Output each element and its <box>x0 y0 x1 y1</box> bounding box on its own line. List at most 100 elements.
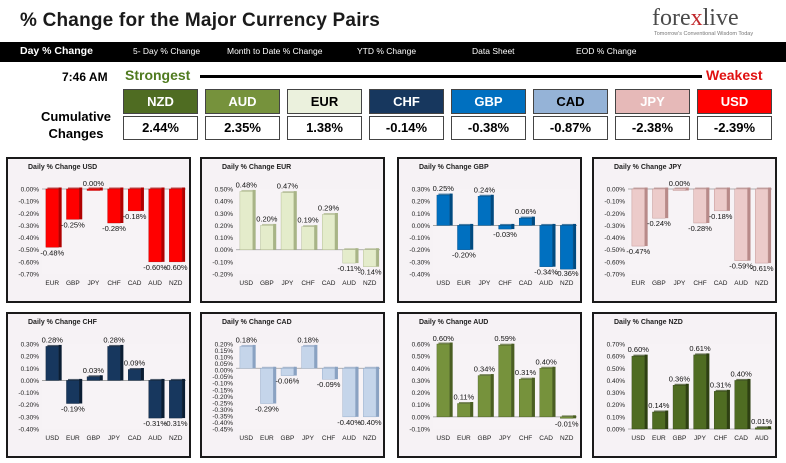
bar <box>260 225 274 250</box>
currency-box-eur: EUR 1.38% <box>287 89 362 140</box>
bar-top <box>479 194 493 197</box>
bar-top <box>520 377 534 380</box>
data-label: 0.00% <box>669 179 691 188</box>
bar <box>148 188 162 263</box>
currency-name: AUD <box>205 89 280 114</box>
bar-top <box>695 187 708 190</box>
y-tick-label: 0.10% <box>215 355 234 362</box>
header: % Change for the Major Currency Pairs fo… <box>0 0 786 42</box>
bar-side <box>140 187 144 211</box>
y-tick-label: 0.00% <box>412 223 431 230</box>
chart-title: Daily % Change CAD <box>222 319 292 326</box>
data-label: 0.11% <box>453 393 474 402</box>
page-title: % Change for the Major Currency Pairs <box>20 10 381 31</box>
y-tick-label: 0.10% <box>607 414 626 421</box>
bar-top <box>47 344 61 347</box>
data-label: -0.40% <box>337 418 361 427</box>
data-label: 0.61% <box>689 344 711 353</box>
logo-wordmark: forexlive <box>652 5 739 32</box>
currency-cumulative-value: -2.39% <box>697 116 772 140</box>
data-label: -0.34% <box>534 268 558 277</box>
chart-title: Daily % Change NZD <box>614 319 683 326</box>
y-tick-label: 0.10% <box>412 211 431 218</box>
currency-cumulative-value: 2.44% <box>123 116 198 140</box>
y-tick-label: -0.70% <box>18 272 39 279</box>
nav-5-day-change[interactable]: 5- Day % Change <box>133 46 201 56</box>
y-tick-label: -0.40% <box>18 235 39 242</box>
bar-top <box>129 187 143 190</box>
nav-month-to-date[interactable]: Month to Date % Change <box>227 46 323 56</box>
bar <box>363 368 377 418</box>
data-label: -0.47% <box>626 247 650 256</box>
nav-eod-change[interactable]: EOD % Change <box>576 46 637 56</box>
bar-side <box>511 223 515 230</box>
chart-panel-cad: 0.20% 0.15% 0.10% 0.05% 0.00% -0.05% -0.10% -0.… <box>200 312 385 458</box>
y-tick-label: -0.50% <box>604 247 625 254</box>
strongest-label: Strongest <box>125 67 191 83</box>
y-tick-label: -0.40% <box>212 420 233 427</box>
x-tick-label: CAD <box>539 435 553 442</box>
bar-side <box>552 366 556 417</box>
y-tick-label: 0.40% <box>215 199 234 206</box>
x-tick-label: JPY <box>673 280 686 287</box>
bar-top <box>756 187 770 190</box>
nav-ytd-change[interactable]: YTD % Change <box>357 46 417 56</box>
currency-cumulative-value: 1.38% <box>287 116 362 140</box>
bar-top <box>261 366 275 369</box>
data-label: 0.24% <box>474 185 496 194</box>
data-label: 0.31% <box>710 380 732 389</box>
bar <box>713 188 728 212</box>
y-tick-label: -0.10% <box>409 427 430 434</box>
x-tick-label: EUR <box>457 280 471 287</box>
x-tick-label: JPY <box>302 435 315 442</box>
bar-top <box>520 216 534 219</box>
x-tick-label: AUD <box>148 280 162 287</box>
forexlive-logo[interactable]: forexlive Tomorrow's Conventional Wisdom… <box>648 4 780 40</box>
y-tick-label: 0.00% <box>21 378 40 385</box>
bar-side <box>314 344 318 369</box>
bar-top <box>633 354 647 357</box>
data-label: -0.28% <box>102 224 126 233</box>
nav-data-sheet[interactable]: Data Sheet <box>472 46 515 56</box>
y-tick-label: -0.60% <box>18 259 39 266</box>
bar <box>477 375 492 418</box>
data-label: 0.01% <box>751 417 773 426</box>
y-tick-label: 0.00% <box>412 414 431 421</box>
currency-name: GBP <box>451 89 526 114</box>
currency-box-aud: AUD 2.35% <box>205 89 280 140</box>
bar-side <box>58 187 62 248</box>
y-tick-label: -0.20% <box>212 394 233 401</box>
data-label: 0.28% <box>42 335 64 344</box>
currency-cumulative-value: -0.14% <box>369 116 444 140</box>
bar-side <box>531 377 535 417</box>
x-tick-label: EUR <box>652 435 666 442</box>
bar-top <box>541 366 555 369</box>
bar-top <box>561 415 575 418</box>
data-label: -0.28% <box>688 224 712 233</box>
y-tick-label: -0.25% <box>212 400 233 407</box>
cumulative-label-line1: Cumulative <box>40 109 112 124</box>
data-label: -0.18% <box>123 212 147 221</box>
bar-side <box>726 389 730 429</box>
bar <box>672 188 687 191</box>
data-label: 0.19% <box>297 216 319 225</box>
bar-top <box>674 383 688 386</box>
x-tick-label: EUR <box>66 435 80 442</box>
nav-day-change[interactable]: Day % Change <box>20 45 93 57</box>
y-tick-label: -0.20% <box>604 211 625 218</box>
y-tick-label: -0.30% <box>18 223 39 230</box>
bar-top <box>323 213 337 215</box>
y-tick-label: 0.20% <box>215 342 234 349</box>
data-label: -0.03% <box>493 230 517 239</box>
y-tick-label: 0.10% <box>412 402 431 409</box>
logo-tagline: Tomorrow's Conventional Wisdom Today <box>654 31 754 37</box>
bar-side <box>644 187 648 247</box>
data-label: -0.60% <box>143 263 167 272</box>
bar-top <box>561 223 575 226</box>
bar <box>148 380 162 419</box>
x-tick-label: USD <box>239 435 253 442</box>
bar-top <box>129 368 143 370</box>
bar <box>321 214 336 250</box>
bar <box>457 403 471 418</box>
y-tick-label: -0.20% <box>409 247 430 254</box>
